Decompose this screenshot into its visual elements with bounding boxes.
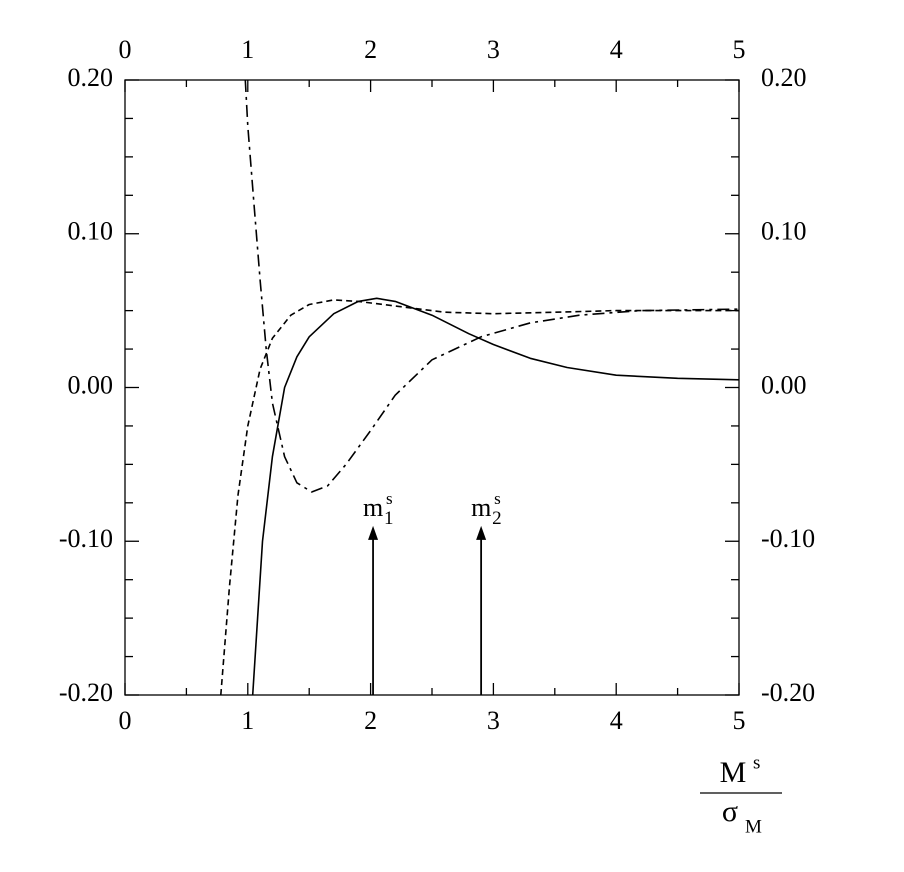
x-tick-label: 4 (610, 706, 623, 735)
x-tick-label-top: 3 (487, 35, 500, 64)
x-label-denominator: σ (722, 795, 738, 828)
arrow-head (476, 525, 487, 540)
arrow-label-sub: 2 (492, 508, 502, 529)
y-tick-label: 0.10 (68, 217, 114, 246)
x-label-numerator-sup: s (753, 752, 760, 773)
arrow-label-sub: 1 (384, 508, 394, 529)
arrow-label-sup: s (494, 489, 501, 508)
series-line (244, 79, 740, 493)
x-tick-label-top: 0 (119, 35, 132, 64)
arrow-head (368, 525, 379, 540)
x-tick-label: 1 (241, 706, 254, 735)
arrow-label: m (363, 493, 383, 522)
x-tick-label: 3 (487, 706, 500, 735)
series-line (251, 297, 740, 696)
x-tick-label-top: 4 (610, 35, 623, 64)
y-tick-label-right: -0.10 (761, 524, 815, 553)
x-tick-label: 5 (733, 706, 746, 735)
y-tick-label-right: -0.20 (761, 678, 815, 707)
x-tick-label-top: 2 (364, 35, 377, 64)
y-tick-label: 0.20 (68, 63, 114, 92)
x-tick-label-top: 5 (733, 35, 746, 64)
x-tick-label-top: 1 (241, 35, 254, 64)
y-tick-label: 0.00 (68, 370, 114, 399)
x-label-denominator-sub: M (745, 816, 762, 837)
x-tick-label: 2 (364, 706, 377, 735)
x-tick-label: 0 (119, 706, 132, 735)
plot-frame (124, 79, 740, 696)
y-tick-label-right: 0.10 (761, 217, 807, 246)
arrow-label: m (471, 493, 491, 522)
y-tick-label-right: 0.00 (761, 370, 807, 399)
y-tick-label: -0.20 (59, 678, 113, 707)
y-tick-label: -0.10 (59, 524, 113, 553)
arrow-label-sup: s (386, 489, 393, 508)
y-tick-label-right: 0.20 (761, 63, 807, 92)
x-label-numerator: M (720, 756, 747, 789)
